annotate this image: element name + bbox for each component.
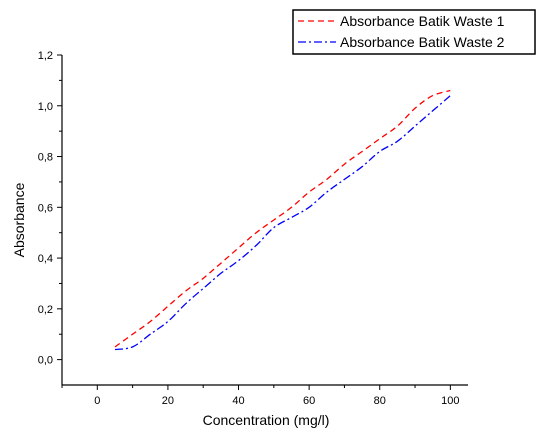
x-tick-label: 40 [232,395,244,407]
data-point-1 [132,333,134,335]
data-point-1 [432,95,434,97]
data-point-2 [379,151,381,153]
series-layer [114,89,452,351]
y-tick-label: 1,0 [38,101,53,113]
data-point-1 [379,138,381,140]
x-tick-label: 60 [303,395,315,407]
data-point-1 [185,290,187,292]
data-point-1 [149,321,151,323]
axes [61,55,468,386]
data-point-2 [132,346,134,348]
data-point-2 [344,179,346,181]
series-line-1 [114,89,451,348]
data-point-1 [114,346,116,348]
data-point-2 [238,260,240,262]
data-point-2 [361,166,363,168]
data-point-1 [220,262,222,264]
x-tick-label: 80 [374,395,386,407]
y-tick-label: 1,2 [38,50,53,62]
x-tick-label: 20 [162,395,174,407]
data-point-1 [238,247,240,249]
data-point-1 [361,151,363,153]
series-line-2 [114,95,451,351]
data-point-2 [167,321,169,323]
legend-label-waste-1: Absorbance Batik Waste 1 [340,13,505,29]
data-point-2 [255,245,257,247]
y-axis-title: Absorbance [11,182,27,257]
x-tick-label: 0 [94,395,100,407]
data-point-1 [308,191,310,193]
data-point-2 [273,227,275,229]
data-point-2 [114,349,116,351]
legend: Absorbance Batik Waste 1 Absorbance Bati… [292,9,536,55]
data-point-1 [397,125,399,127]
data-point-1 [255,232,257,234]
data-point-2 [450,95,452,97]
data-point-1 [450,90,452,92]
data-point-2 [308,207,310,209]
y-tick-label: 0,4 [38,253,53,265]
x-tick-label: 100 [441,395,459,407]
data-point-2 [397,141,399,143]
legend-box [292,9,536,55]
data-point-2 [326,191,328,193]
data-point-2 [432,110,434,112]
y-tick-label: 0,2 [38,304,53,316]
data-point-1 [167,306,169,308]
data-point-2 [414,125,416,127]
data-point-1 [326,179,328,181]
data-point-2 [202,288,204,290]
data-point-2 [220,273,222,275]
data-point-1 [273,219,275,221]
data-point-1 [344,163,346,165]
data-point-2 [185,303,187,305]
y-tick-label: 0,8 [38,152,53,164]
data-point-2 [149,333,151,335]
data-point-1 [414,108,416,110]
ticks: 0 20 40 60 80 100 0,0 0,2 0,4 0,6 0,8 1,0 1,2 [38,50,460,407]
x-axis-title: Concentration (mg/l) [203,412,330,428]
legend-label-waste-2: Absorbance Batik Waste 2 [340,34,505,50]
data-point-2 [291,217,293,219]
y-tick-label: 0,6 [38,202,53,214]
data-point-1 [291,207,293,209]
data-point-1 [202,278,204,280]
y-tick-label: 0,0 [38,355,53,367]
